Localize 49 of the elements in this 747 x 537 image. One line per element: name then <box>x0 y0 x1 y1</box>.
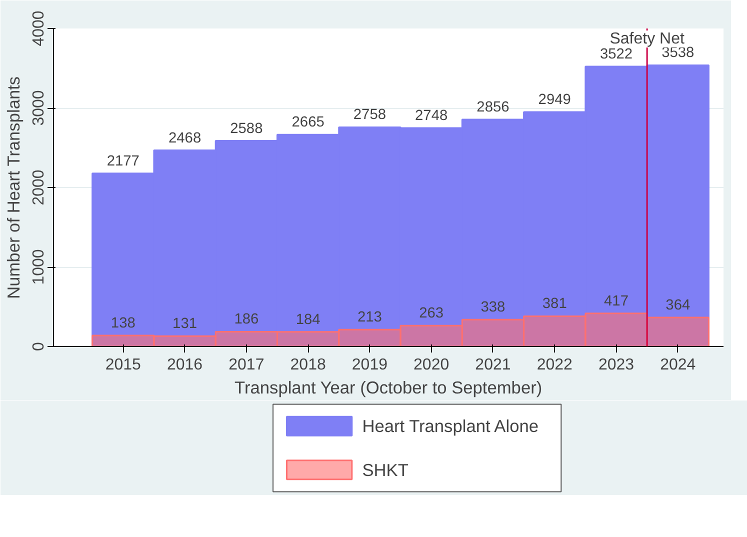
data-label: 2856 <box>476 99 510 116</box>
data-label: 381 <box>542 296 567 312</box>
y-axis-title: Number of Heart Transplants <box>4 76 24 299</box>
y-tick-label: 4000 <box>30 10 48 46</box>
data-label: 184 <box>296 312 320 328</box>
x-tick-label: 2015 <box>105 356 142 374</box>
bar <box>461 318 525 346</box>
x-axis-title: Transplant Year (October to September) <box>234 378 542 398</box>
data-label: 3522 <box>600 46 633 62</box>
data-label: 417 <box>604 293 628 310</box>
data-label: 338 <box>480 300 506 316</box>
data-label: 131 <box>172 316 198 332</box>
bar <box>276 331 340 346</box>
data-label: 263 <box>419 306 444 322</box>
bar <box>214 330 278 346</box>
data-label: 2177 <box>106 153 140 170</box>
data-label: 138 <box>110 316 136 332</box>
bar <box>646 316 710 346</box>
bar <box>400 324 463 346</box>
bar <box>338 328 402 346</box>
bar <box>92 334 155 346</box>
x-tick-label: 2020 <box>414 356 450 374</box>
data-label: 2758 <box>353 107 386 124</box>
x-tick-label: 2017 <box>228 356 264 374</box>
x-tick-label: 2019 <box>352 356 388 374</box>
data-label: 2949 <box>538 92 571 108</box>
y-tick-label: 0 <box>30 342 48 351</box>
data-label: 2468 <box>168 130 202 146</box>
y-tick-label: 3000 <box>30 90 48 126</box>
bar <box>523 315 586 346</box>
x-tick-label: 2024 <box>660 356 696 374</box>
x-tick-label: 2018 <box>290 356 326 374</box>
y-tick-label: 2000 <box>30 170 48 206</box>
x-tick-label: 2023 <box>598 356 634 374</box>
bar <box>153 335 216 346</box>
data-label: 364 <box>666 298 690 314</box>
bar <box>584 312 648 346</box>
data-label: 2665 <box>292 114 324 131</box>
ref-line-label: Safety Net <box>610 30 685 48</box>
x-tick-label: 2016 <box>166 356 203 374</box>
x-tick-label: 2022 <box>536 356 573 374</box>
x-tick-label: 2021 <box>475 356 511 374</box>
data-label: 213 <box>357 310 382 326</box>
legend-label: Heart Transplant Alone <box>362 416 538 436</box>
legend-label: SHKT <box>362 460 409 480</box>
data-label: 2748 <box>415 108 448 124</box>
data-label: 186 <box>234 312 259 328</box>
y-tick-label: 1000 <box>30 249 48 285</box>
data-label: 2588 <box>230 120 263 137</box>
